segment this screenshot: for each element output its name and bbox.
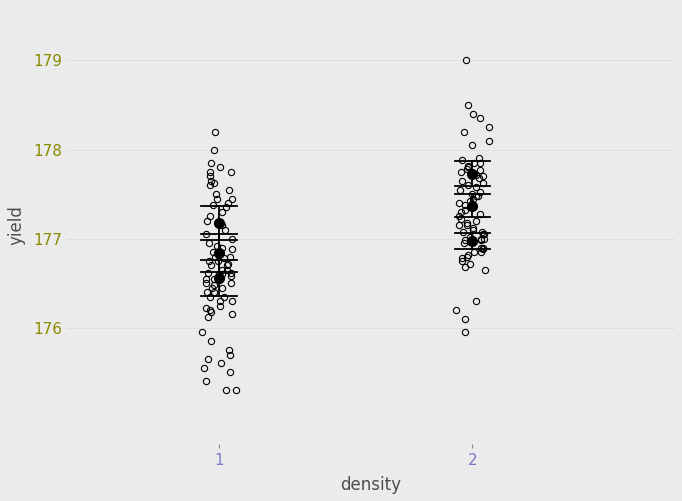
X-axis label: density: density xyxy=(340,476,402,494)
Y-axis label: yield: yield xyxy=(7,205,25,245)
